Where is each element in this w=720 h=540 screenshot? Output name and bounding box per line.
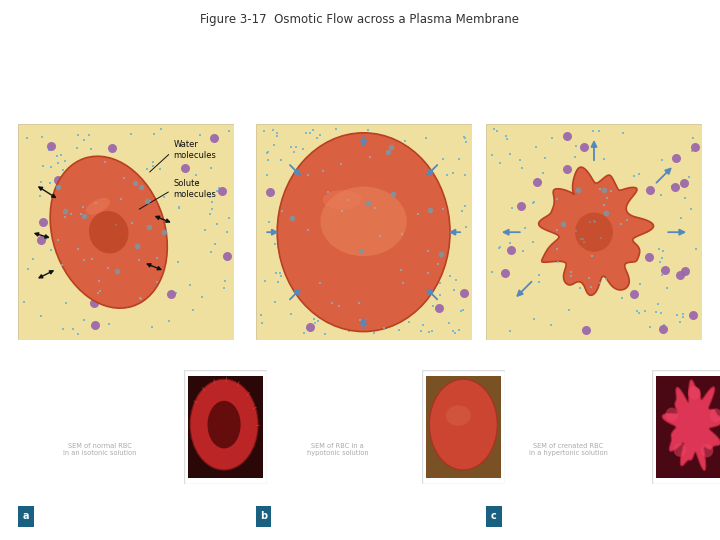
Text: Figure 3-17  Osmotic Flow across a Plasma Membrane: Figure 3-17 Osmotic Flow across a Plasma…	[200, 14, 520, 26]
Ellipse shape	[446, 406, 471, 426]
Ellipse shape	[710, 408, 720, 422]
Text: a: a	[22, 511, 30, 521]
Ellipse shape	[86, 198, 109, 214]
Text: SEM of RBC in a
hypotonic solution: SEM of RBC in a hypotonic solution	[307, 443, 369, 456]
Ellipse shape	[320, 187, 407, 256]
Ellipse shape	[665, 408, 678, 421]
FancyBboxPatch shape	[656, 379, 720, 488]
FancyBboxPatch shape	[184, 370, 267, 484]
Ellipse shape	[277, 133, 450, 332]
Polygon shape	[539, 167, 654, 295]
Ellipse shape	[190, 379, 258, 470]
Text: Solute
molecules: Solute molecules	[139, 179, 217, 209]
Ellipse shape	[50, 156, 167, 308]
Ellipse shape	[575, 213, 613, 252]
Ellipse shape	[323, 190, 361, 210]
FancyBboxPatch shape	[422, 370, 505, 484]
FancyBboxPatch shape	[652, 370, 720, 484]
Text: SEM of normal RBC
in an isotonic solution: SEM of normal RBC in an isotonic solutio…	[63, 443, 137, 456]
Ellipse shape	[207, 401, 240, 448]
Text: b: b	[260, 511, 267, 521]
Text: c: c	[491, 511, 497, 521]
Ellipse shape	[674, 443, 686, 457]
Ellipse shape	[688, 386, 701, 400]
Ellipse shape	[701, 444, 714, 457]
Polygon shape	[662, 380, 720, 470]
Ellipse shape	[89, 211, 129, 253]
FancyBboxPatch shape	[426, 379, 505, 488]
FancyBboxPatch shape	[188, 379, 267, 488]
Text: Water
molecules: Water molecules	[150, 140, 217, 172]
Text: SEM of crenated RBC
in a hypertonic solution: SEM of crenated RBC in a hypertonic solu…	[528, 443, 608, 456]
Ellipse shape	[429, 379, 498, 470]
